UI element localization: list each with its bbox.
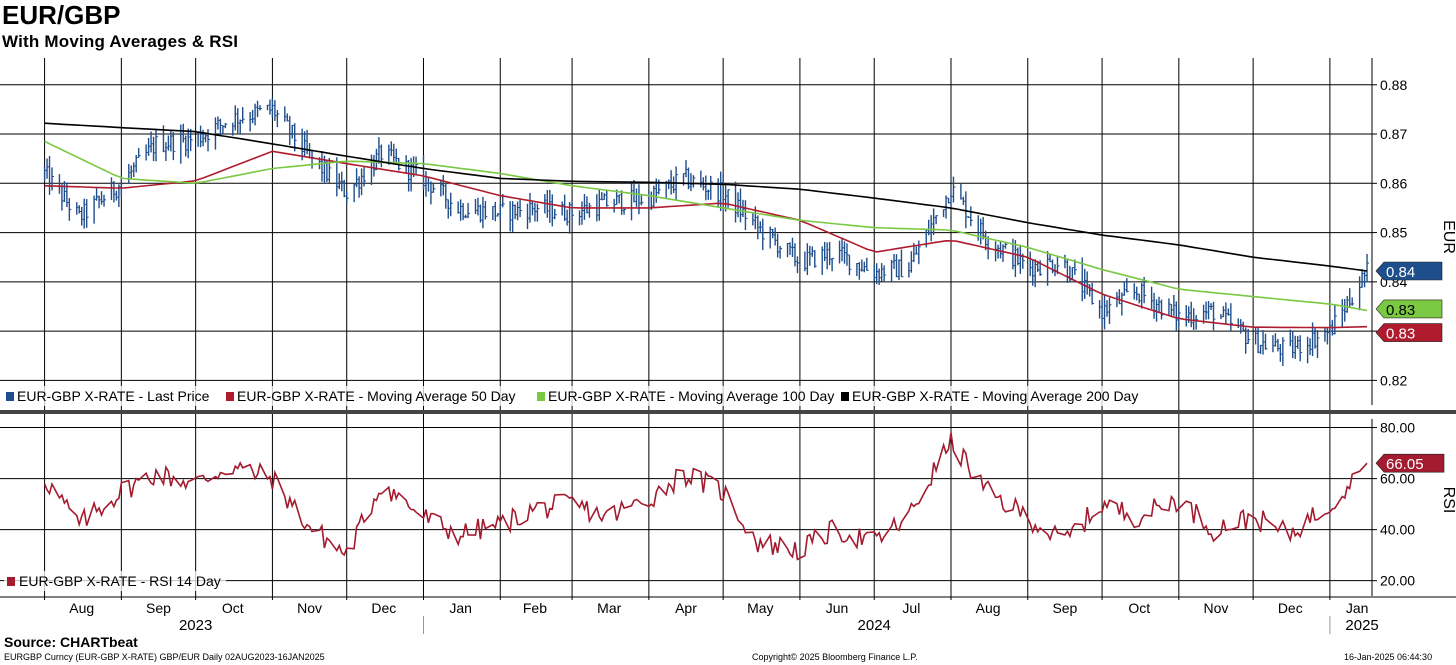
price-tick-label: 0.88 xyxy=(1380,77,1407,93)
month-tick-label: Aug xyxy=(69,600,94,616)
price-tick-label: 0.87 xyxy=(1380,126,1407,142)
price-tick-label: 0.86 xyxy=(1380,175,1407,191)
month-tick-label: May xyxy=(747,600,773,616)
ma100-line xyxy=(44,140,1368,312)
rsi-line xyxy=(43,432,1368,561)
price-bars xyxy=(43,97,1370,367)
month-tick-label: Dec xyxy=(371,600,396,616)
month-tick-label: Jan xyxy=(449,600,472,616)
copyright-note: Copyright© 2025 Bloomberg Finance L.P. xyxy=(752,652,918,662)
month-tick-label: Mar xyxy=(597,600,621,616)
chart-subtitle: With Moving Averages & RSI xyxy=(2,32,239,51)
rsi-tick-label: 80.00 xyxy=(1380,420,1415,436)
legend-swatch xyxy=(226,392,234,401)
month-tick-label: Dec xyxy=(1278,600,1303,616)
legend-label: EUR-GBP X-RATE - Moving Average 100 Day xyxy=(548,388,834,404)
month-tick-label: Oct xyxy=(222,600,244,616)
legend-label: EUR-GBP X-RATE - Last Price xyxy=(17,388,210,404)
last-value-tag-ma100-shape xyxy=(1375,299,1443,319)
price-axis-title: EUR xyxy=(1440,220,1456,254)
legend-background xyxy=(839,386,1139,406)
month-tick-label: Nov xyxy=(297,600,322,616)
year-tick-label: 2024 xyxy=(858,617,891,634)
ma200-line xyxy=(44,122,1368,272)
last-value-tag-rsi-text: 66.05 xyxy=(1386,456,1424,473)
panel-separator xyxy=(0,410,1456,414)
source-note: Source: CHARTbeat xyxy=(4,634,138,650)
ma50-line xyxy=(44,150,1368,329)
rsi-14-line xyxy=(43,432,1368,561)
moving-average-lines xyxy=(44,122,1368,329)
legend-background xyxy=(4,386,218,406)
price-tick-label: 0.85 xyxy=(1380,225,1407,241)
last-value-tag-ma50-shape xyxy=(1375,323,1443,342)
grid-layer xyxy=(0,58,1456,600)
last-value-tag-ma100-text: 0.83 xyxy=(1386,302,1415,319)
last-value-tag-price-text: 0.84 xyxy=(1386,264,1415,281)
price-tick-label: 0.82 xyxy=(1380,372,1407,388)
legend-swatch xyxy=(537,392,545,401)
month-tick-label: Sep xyxy=(1052,600,1077,616)
chart-title: EUR/GBP xyxy=(2,0,121,30)
last-value-tag-price: 0.84 xyxy=(1375,261,1443,281)
legend-background xyxy=(224,386,529,406)
legend-swatch xyxy=(841,392,849,401)
timestamp: 16-Jan-2025 06:44:30 xyxy=(1344,652,1433,662)
rsi-tick-label: 20.00 xyxy=(1380,573,1415,589)
last-value-tag-rsi-shape xyxy=(1375,453,1445,473)
legend-label: EUR-GBP X-RATE - Moving Average 50 Day xyxy=(237,388,516,404)
last-value-tag-price-shape xyxy=(1375,261,1443,281)
last-value-tag-ma100: 0.83 xyxy=(1375,299,1443,319)
rsi-tick-label: 40.00 xyxy=(1380,522,1415,538)
month-tick-label: Jan xyxy=(1346,600,1369,616)
last-value-tag-ma50: 0.83 xyxy=(1375,323,1443,343)
year-tick-label: 2023 xyxy=(179,617,212,634)
legend-swatch xyxy=(7,577,15,586)
month-tick-label: Nov xyxy=(1204,600,1229,616)
legend-label: EUR-GBP X-RATE - Moving Average 200 Day xyxy=(852,388,1138,404)
month-tick-label: Aug xyxy=(976,600,1001,616)
legend-swatch xyxy=(6,392,14,401)
axis-labels: Aug Sep Oct Nov Dec Jan Feb Mar Apr May Jun Jul Aug S… xyxy=(0,58,1456,634)
rsi-tick-label: 60.00 xyxy=(1380,471,1415,487)
month-tick-label: Jul xyxy=(902,600,920,616)
rsi-axis-title: RSI xyxy=(1440,487,1456,514)
legend: EUR-GBP X-RATE - Last Price EUR-GBP X-RAT… xyxy=(4,386,1139,591)
month-tick-label: Jun xyxy=(826,600,849,616)
legend-background xyxy=(535,386,833,406)
legend-background xyxy=(4,571,226,591)
last-value-tag-ma50-text: 0.83 xyxy=(1386,326,1415,343)
month-tick-label: Sep xyxy=(146,600,171,616)
month-tick-label: Feb xyxy=(523,600,547,616)
legend-label: EUR-GBP X-RATE - RSI 14 Day xyxy=(19,573,221,589)
last-value-tag-rsi: 66.05 xyxy=(1375,453,1445,473)
month-tick-label: Apr xyxy=(675,600,697,616)
month-tick-label: Oct xyxy=(1128,600,1150,616)
security-description: EURGBP Curncy (EUR-GBP X-RATE) GBP/EUR D… xyxy=(4,652,325,662)
year-tick-label: 2025 xyxy=(1345,617,1378,634)
last-value-tags: 0.84 0.83 0.83 66.05 xyxy=(1375,261,1445,473)
